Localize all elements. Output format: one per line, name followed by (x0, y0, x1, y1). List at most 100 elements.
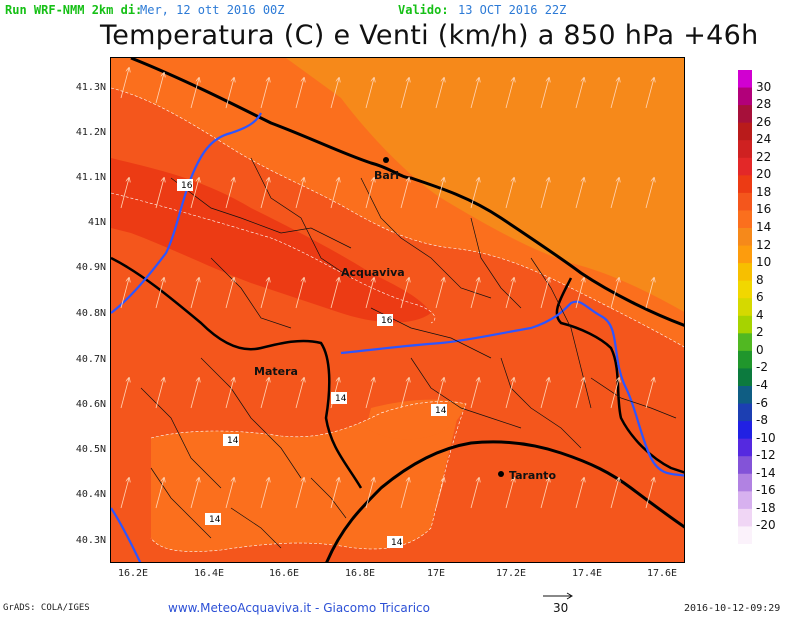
lon-label: 16.2E (117, 568, 149, 579)
legend-label: 4 (756, 307, 764, 322)
legend-label: -16 (756, 483, 776, 498)
lat-label: 40.4N (75, 489, 106, 500)
legend-label: 26 (756, 114, 772, 129)
contour-label-box (431, 404, 447, 416)
legend-label: -2 (756, 360, 768, 375)
city-label-taranto: Taranto (509, 469, 556, 482)
legend-swatch (738, 298, 752, 317)
site-link[interactable]: www.MeteoAcquaviva.it - Giacomo Tricaric… (168, 601, 430, 615)
legend-swatch (738, 421, 752, 440)
legend-swatch (738, 368, 752, 387)
legend-swatch (738, 403, 752, 422)
legend-swatch (738, 350, 752, 369)
legend-swatch (738, 245, 752, 264)
legend-swatch (738, 175, 752, 194)
run-label: Run WRF-NMM 2km di: (5, 3, 143, 17)
legend-swatch (738, 280, 752, 299)
reference-vector-label: 30 (553, 601, 569, 615)
contour-label: 14 (227, 436, 239, 446)
legend-swatch (738, 157, 752, 176)
contour-label-box (331, 392, 347, 404)
map-title: Temperatura (C) e Venti (km/h) a 850 hPa… (100, 20, 759, 51)
contour-label: 16 (381, 316, 393, 326)
lat-label: 41.3N (75, 82, 106, 93)
legend-label: 10 (756, 255, 772, 270)
municipal-boundaries (140, 157, 677, 549)
legend-swatch (738, 456, 752, 475)
map-panel[interactable]: 16 16 14 14 14 14 14 Bari Acquaviva Mate… (110, 57, 685, 563)
coastline-ionian (325, 440, 684, 562)
legend-label: 8 (756, 272, 764, 287)
legend-swatch (738, 105, 752, 124)
legend-label: 30 (756, 79, 772, 94)
legend-label: -14 (756, 465, 776, 480)
border-basilicata (111, 256, 363, 489)
contour-label-box (177, 179, 193, 191)
legend-swatch (738, 87, 752, 106)
legend-label: 20 (756, 167, 772, 182)
legend-swatch (738, 491, 752, 510)
city-marker-taranto (498, 471, 504, 477)
coastline-adriatic (130, 58, 684, 327)
city-label-bari: Bari (374, 169, 399, 182)
legend-swatch (738, 526, 752, 544)
run-date: Mer, 12 ott 2016 00Z (140, 3, 285, 17)
legend-label: -6 (756, 395, 768, 410)
legend-swatch (738, 386, 752, 405)
contour-label: 14 (335, 394, 347, 404)
legend-label: 28 (756, 97, 772, 112)
grads-credit: GrADS: COLA/IGES (3, 603, 90, 613)
lat-label: 40.3N (75, 535, 106, 546)
region-border-west (111, 112, 262, 314)
wind-vectors (120, 68, 654, 509)
lon-label: 17.6E (646, 568, 678, 579)
legend-label: 16 (756, 202, 772, 217)
legend-swatch (738, 473, 752, 492)
legend-swatch (738, 508, 752, 527)
legend-label: 22 (756, 149, 772, 164)
legend-label: -4 (756, 378, 768, 392)
valid-date: 13 OCT 2016 22Z (458, 3, 567, 17)
lat-label: 40.9N (75, 262, 106, 273)
color-legend (738, 70, 752, 544)
lon-label: 17.2E (495, 568, 527, 579)
contour-label-box (205, 513, 221, 525)
legend-swatch (738, 263, 752, 282)
city-marker-bari (383, 157, 389, 163)
city-label-acquaviva: Acquaviva (341, 266, 405, 279)
contour-label: 16 (181, 181, 193, 191)
legend-label: -10 (756, 430, 776, 445)
temp-band-16-18 (111, 158, 431, 323)
lat-label: 40.5N (75, 444, 106, 455)
legend-swatch (738, 315, 752, 334)
lat-label: 40.7N (75, 354, 106, 365)
legend-label: 6 (756, 290, 764, 305)
legend-swatch (738, 228, 752, 247)
contour-label: 14 (209, 515, 221, 525)
legend-swatch (738, 70, 752, 89)
lat-label: 41.1N (75, 172, 106, 183)
lat-label: 40.6N (75, 399, 106, 410)
contour-label-box (377, 314, 393, 326)
timestamp: 2016-10-12-09:29 (684, 603, 781, 614)
legend-swatch (738, 192, 752, 211)
legend-swatch (738, 333, 752, 352)
legend-label: 2 (756, 325, 764, 340)
legend-label: -18 (756, 500, 776, 515)
legend-swatch (738, 122, 752, 141)
temp-band-10-12 (286, 58, 684, 312)
legend-label: 0 (756, 342, 764, 357)
lat-label: 41N (87, 217, 106, 228)
region-border-southwest (111, 507, 142, 562)
lat-label: 41.2N (75, 127, 106, 138)
region-border-east (340, 300, 684, 477)
legend-label: 24 (756, 132, 772, 147)
legend-label: -20 (756, 518, 776, 533)
contour-label: 14 (435, 406, 447, 416)
legend-swatch (738, 438, 752, 457)
legend-label: -12 (756, 448, 776, 463)
contour-label-box (223, 434, 239, 446)
lon-label: 17E (426, 568, 446, 579)
legend-label: 14 (756, 220, 772, 234)
lat-label: 40.8N (75, 308, 106, 319)
